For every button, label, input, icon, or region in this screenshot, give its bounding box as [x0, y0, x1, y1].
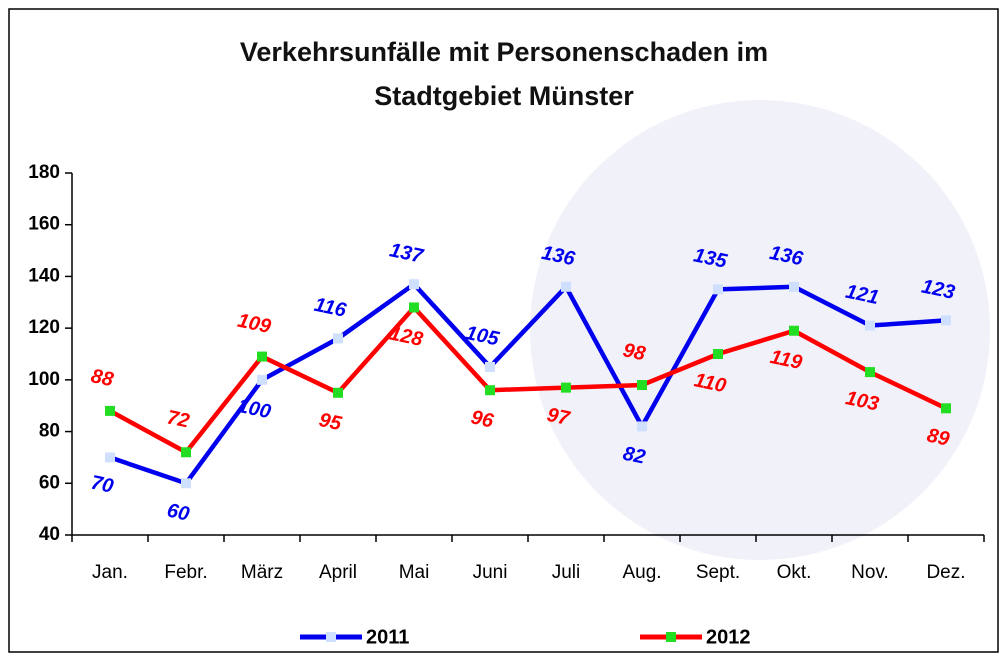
point-marker — [105, 405, 115, 416]
frame — [8, 8, 999, 653]
y-tick-label: 180 — [28, 162, 60, 183]
x-tick-label: April — [319, 562, 357, 583]
point-marker — [257, 351, 267, 362]
data-label: 60 — [165, 500, 191, 526]
y-tick-label: 140 — [28, 265, 60, 286]
y-tick-label: 60 — [39, 472, 60, 493]
x-tick-label: Juni — [473, 562, 508, 583]
data-label: 137 — [388, 239, 426, 268]
x-tick-label: Sept. — [696, 562, 740, 583]
legend-label: 2012 — [706, 626, 751, 648]
point-marker — [181, 447, 191, 458]
point-marker — [561, 281, 571, 292]
x-tick-label: Nov. — [851, 562, 889, 583]
series-line — [108, 305, 947, 455]
data-label: 95 — [317, 409, 344, 435]
data-label: 72 — [165, 406, 191, 432]
data-label: 96 — [469, 406, 496, 432]
y-tick-label: 120 — [28, 317, 60, 338]
legend-marker — [666, 632, 676, 642]
x-tick-label: Aug. — [622, 562, 661, 583]
y-tick-label: 40 — [39, 524, 60, 545]
point-marker — [941, 315, 951, 326]
point-marker — [637, 421, 647, 432]
x-tick-label: Juli — [552, 562, 581, 583]
point-marker — [789, 325, 799, 336]
x-tick-label: Jan. — [92, 562, 128, 583]
data-label: 88 — [89, 365, 116, 391]
x-tick-label: Dez. — [926, 562, 965, 583]
chart-title: Verkehrsunfälle mit Personenschaden im S… — [239, 37, 769, 111]
legend-label: 2011 — [366, 626, 409, 648]
y-tick-label: 160 — [28, 214, 60, 235]
x-tick-label: Febr. — [164, 562, 207, 583]
point-marker — [485, 385, 495, 396]
point-marker — [789, 281, 799, 292]
point-marker — [105, 452, 115, 463]
series-line — [109, 281, 947, 486]
point-marker — [713, 284, 723, 295]
point-marker — [865, 320, 875, 331]
data-label: 109 — [236, 310, 274, 339]
point-marker — [333, 387, 343, 398]
y-tick-label: 100 — [28, 369, 60, 390]
point-marker — [257, 374, 267, 385]
point-marker — [181, 478, 191, 489]
point-marker — [637, 380, 647, 391]
point-marker — [865, 367, 875, 378]
watermark — [530, 100, 990, 560]
data-label: 128 — [388, 323, 426, 352]
legend-marker — [326, 632, 336, 642]
data-label: 82 — [621, 443, 647, 469]
data-label: 70 — [89, 472, 115, 498]
x-tick-label: März — [241, 562, 283, 583]
point-marker — [485, 361, 495, 372]
x-tick-label: Mai — [399, 562, 430, 583]
y-tick-label: 80 — [39, 421, 60, 442]
data-label: 116 — [312, 294, 349, 322]
point-marker — [561, 382, 571, 393]
point-marker — [713, 349, 723, 359]
point-marker — [409, 279, 419, 290]
point-marker — [941, 403, 951, 414]
x-tick-label: Okt. — [777, 562, 812, 583]
data-label: 100 — [236, 395, 273, 423]
point-marker — [409, 302, 419, 313]
point-marker — [333, 333, 343, 344]
